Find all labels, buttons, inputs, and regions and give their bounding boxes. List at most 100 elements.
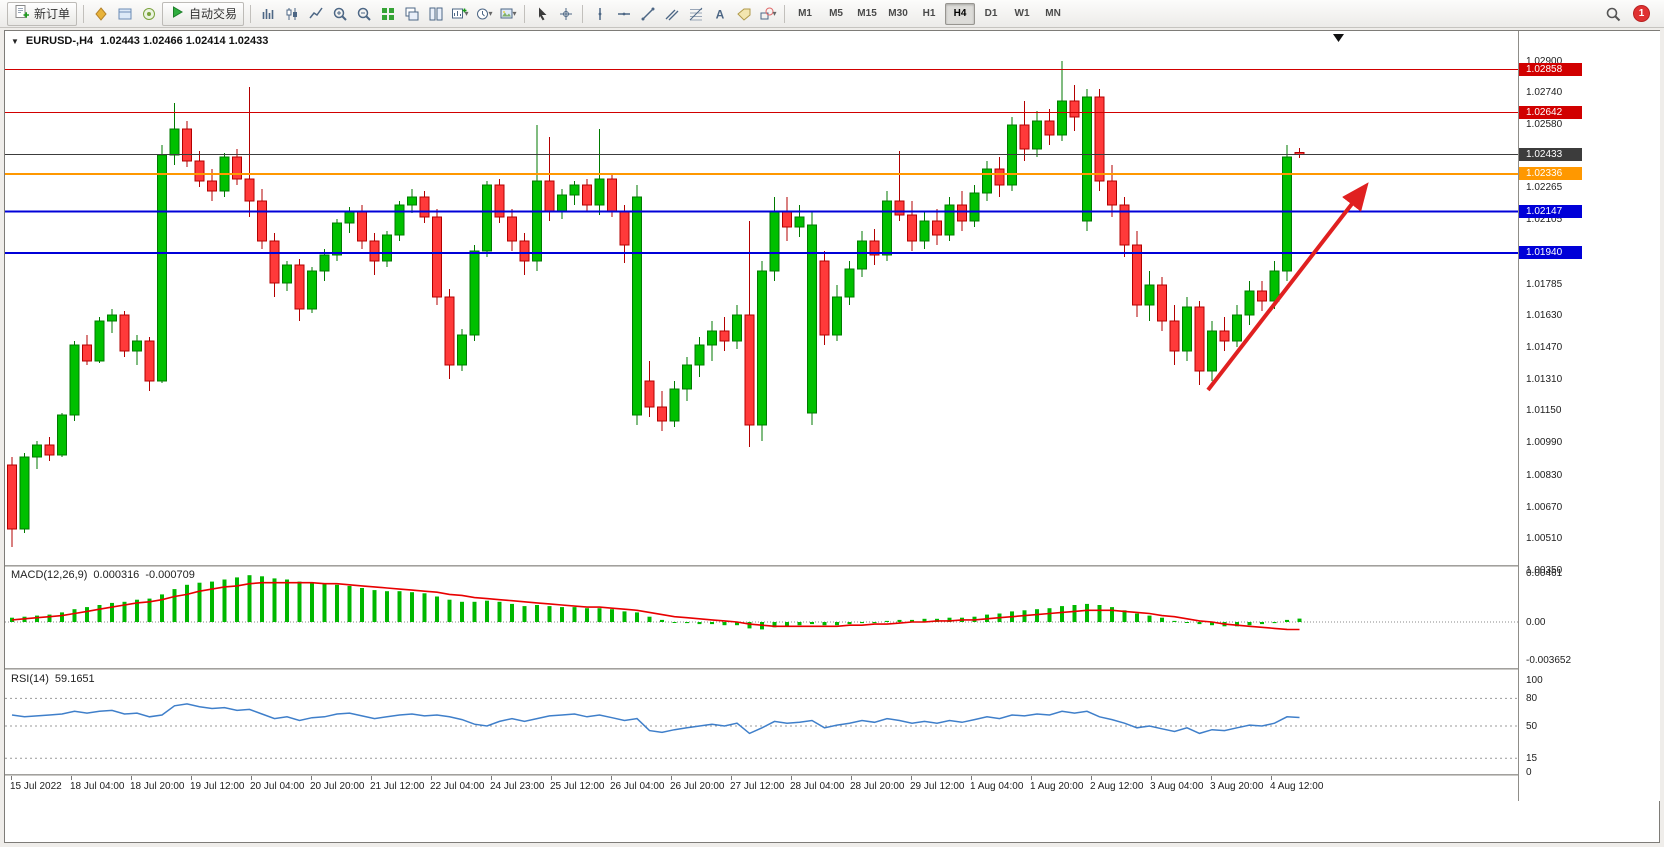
market-watch-button[interactable]	[89, 3, 112, 25]
timeframe-mn-button[interactable]: MN	[1045, 8, 1061, 19]
time-tick	[71, 776, 72, 780]
panel-splitter[interactable]	[5, 565, 1659, 567]
chart-plus-button[interactable]: ▾	[448, 3, 471, 25]
timeframe-m5-button[interactable]: M5	[829, 8, 843, 19]
panel-splitter[interactable]	[5, 668, 1659, 670]
channel-button[interactable]	[660, 3, 683, 25]
time-label: 27 Jul 12:00	[730, 781, 785, 792]
tile-button[interactable]	[376, 3, 399, 25]
timeframe-m30-button[interactable]: M30	[888, 8, 908, 19]
time-label: 19 Jul 12:00	[190, 781, 245, 792]
time-label: 26 Jul 04:00	[610, 781, 665, 792]
time-label: 28 Jul 04:00	[790, 781, 845, 792]
image-button[interactable]: ▾	[496, 3, 519, 25]
label-button[interactable]	[732, 3, 755, 25]
auto-trading-button[interactable]: 自动交易	[162, 1, 245, 26]
rsi-tick-label: 100	[1526, 675, 1543, 686]
time-label: 1 Aug 20:00	[1030, 781, 1084, 792]
chart-menu-icon[interactable]: ▼	[11, 36, 19, 46]
bars-button[interactable]	[256, 3, 279, 25]
shapes-button[interactable]: ▾	[756, 3, 779, 25]
new-order-button[interactable]: 新订单	[7, 1, 78, 26]
time-label: 22 Jul 04:00	[430, 781, 485, 792]
rsi-tick-label: 50	[1526, 721, 1538, 732]
panel-splitter[interactable]	[5, 774, 1659, 776]
rsi-name: RSI(14)	[11, 673, 49, 685]
time-label: 29 Jul 12:00	[910, 781, 965, 792]
candles-button[interactable]	[280, 3, 303, 25]
current-price-badge: 1.02433	[1519, 148, 1582, 161]
timeframe-h1-button[interactable]: H1	[922, 8, 936, 19]
shapes-icon	[759, 6, 775, 22]
time-label: 3 Aug 20:00	[1210, 781, 1264, 792]
news-button[interactable]	[137, 3, 160, 25]
time-label: 3 Aug 04:00	[1150, 781, 1204, 792]
timeframe-m1-button[interactable]: M1	[798, 8, 812, 19]
search-icon[interactable]	[1601, 3, 1624, 25]
price-tick-label: 1.01310	[1526, 374, 1563, 385]
time-tick	[1271, 776, 1272, 780]
timeframe-h4-button[interactable]: H4	[945, 2, 976, 25]
time-label: 18 Jul 04:00	[70, 781, 125, 792]
price-tick-label: 1.01150	[1526, 405, 1562, 416]
trend-arrow[interactable]	[1206, 182, 1369, 392]
macd-name: MACD(12,26,9)	[11, 569, 88, 581]
fibo-button[interactable]	[684, 3, 707, 25]
price-tick-label: 1.01470	[1526, 342, 1563, 353]
macd-main-value: 0.000316	[93, 569, 140, 581]
price-tick-label: 1.01630	[1526, 310, 1563, 321]
cursor-button[interactable]	[530, 3, 553, 25]
image-icon	[499, 6, 515, 22]
time-tick	[611, 776, 612, 780]
time-tick	[11, 776, 12, 780]
hline-button[interactable]	[612, 3, 635, 25]
rsi-tick-label: 0	[1526, 767, 1532, 778]
chevron-down-icon: ▾	[512, 9, 517, 18]
zoom-in-button[interactable]	[328, 3, 351, 25]
tilev-icon	[428, 6, 444, 22]
chart-shift-marker[interactable]	[1333, 34, 1344, 42]
time-axis[interactable]: 15 Jul 2022 18 Jul 04:00 18 Jul 20:00 19 Ju…	[5, 776, 1518, 802]
timeframe-m15-button[interactable]: M15	[857, 8, 877, 19]
price-tick-label: 1.02900	[1526, 56, 1563, 67]
trend-button[interactable]	[636, 3, 659, 25]
price-tick-label: 1.00350	[1526, 565, 1563, 576]
price-tick-label: 1.00510	[1526, 533, 1563, 544]
price-tick-label: 1.01785	[1526, 279, 1563, 290]
text-button[interactable]: A	[708, 3, 731, 25]
zoom-out-button[interactable]	[352, 3, 375, 25]
timeframe-w1-button[interactable]: W1	[1014, 8, 1030, 19]
cascade-button[interactable]	[400, 3, 423, 25]
zoom-in-icon	[332, 6, 348, 22]
macd-tick-label: -0.003652	[1526, 655, 1572, 666]
time-label: 15 Jul 2022	[10, 781, 62, 792]
time-tick	[1211, 776, 1212, 780]
toolbar-buttons: 新订单 自动交易 ▾ ▾ ▾ A ▾ M1 M5 M15 M30 H1 H4 D1 W1 MN	[6, 1, 1068, 26]
price-tick-label: 1.02265	[1526, 182, 1563, 193]
data-window-icon	[117, 6, 133, 22]
candles-layer	[7, 61, 1305, 547]
price-tick-label: 1.02580	[1526, 119, 1563, 130]
bars-icon	[260, 6, 276, 22]
clock-button[interactable]: ▾	[472, 3, 495, 25]
timeframe-d1-button[interactable]: D1	[984, 8, 998, 19]
chart-canvas[interactable]	[5, 31, 1518, 801]
horizontal-lines-layer[interactable]	[5, 68, 1518, 254]
time-tick	[731, 776, 732, 780]
toolbar-right: 1	[1601, 3, 1658, 25]
auto-trading-icon	[169, 4, 185, 23]
crosshair-button[interactable]	[554, 3, 577, 25]
hline-icon	[616, 6, 632, 22]
text-icon: A	[712, 6, 728, 22]
tilev-button[interactable]	[424, 3, 447, 25]
line-button[interactable]	[304, 3, 327, 25]
price-axis[interactable]: 1.02900 1.02740 1.02580 1.02265 1.02105 1.017…	[1518, 31, 1660, 801]
macd-panel	[5, 575, 1518, 631]
notifications-badge[interactable]: 1	[1633, 5, 1650, 22]
data-window-button[interactable]	[113, 3, 136, 25]
new-order-label: 新订单	[34, 7, 71, 21]
price-level-badge: 1.02147	[1519, 205, 1582, 218]
vline-button[interactable]	[588, 3, 611, 25]
time-label: 26 Jul 20:00	[670, 781, 725, 792]
